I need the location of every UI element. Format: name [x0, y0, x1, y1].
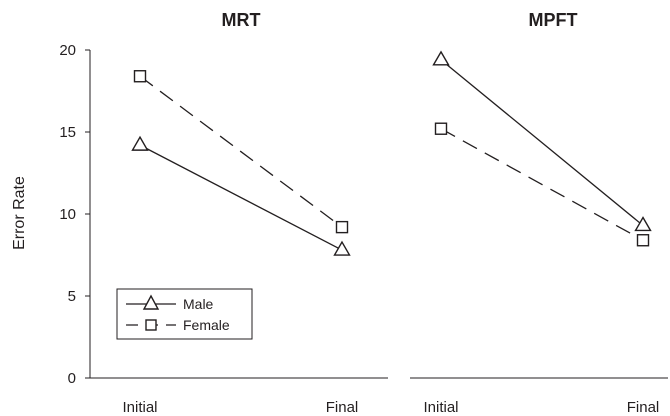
legend-marker-female: [145, 319, 157, 331]
y-tick-label: 5: [68, 288, 76, 305]
legend-marker-male: [142, 294, 160, 310]
x-tick-label-mpft: Final: [627, 399, 660, 416]
x-tick-label-mpft: Initial: [423, 399, 458, 416]
legend: Male Female: [116, 288, 253, 340]
x-tick-label-mrt: Final: [326, 399, 359, 416]
data-point-male-mrt: [333, 240, 351, 256]
y-tick-label: 20: [59, 42, 76, 59]
data-point-male-mpft: [634, 216, 652, 232]
series-line-male-mpft: [440, 59, 644, 226]
series-line-female-mpft: [440, 128, 644, 241]
series-line-male-mrt: [139, 144, 343, 251]
legend-label-female: Female: [183, 317, 230, 333]
panel-title-mrt: MRT: [222, 10, 261, 30]
series-line-female-mrt: [139, 75, 343, 228]
legend-label-male: Male: [183, 296, 214, 312]
legend-box: [116, 288, 253, 340]
y-axis-label: Error Rate: [11, 176, 28, 250]
y-tick-label: 0: [68, 370, 76, 387]
data-point-female-mrt: [335, 220, 349, 234]
data-point-female-mpft: [434, 122, 448, 135]
data-point-female-mpft: [636, 234, 650, 247]
x-tick-label-mrt: Initial: [122, 399, 157, 416]
y-tick-label: 10: [59, 206, 76, 223]
data-point-male-mrt: [131, 135, 149, 151]
data-point-female-mrt: [133, 70, 147, 83]
panel-title-mpft: MPFT: [529, 10, 578, 30]
y-tick-label: 15: [59, 124, 76, 141]
data-point-male-mpft: [432, 50, 450, 66]
